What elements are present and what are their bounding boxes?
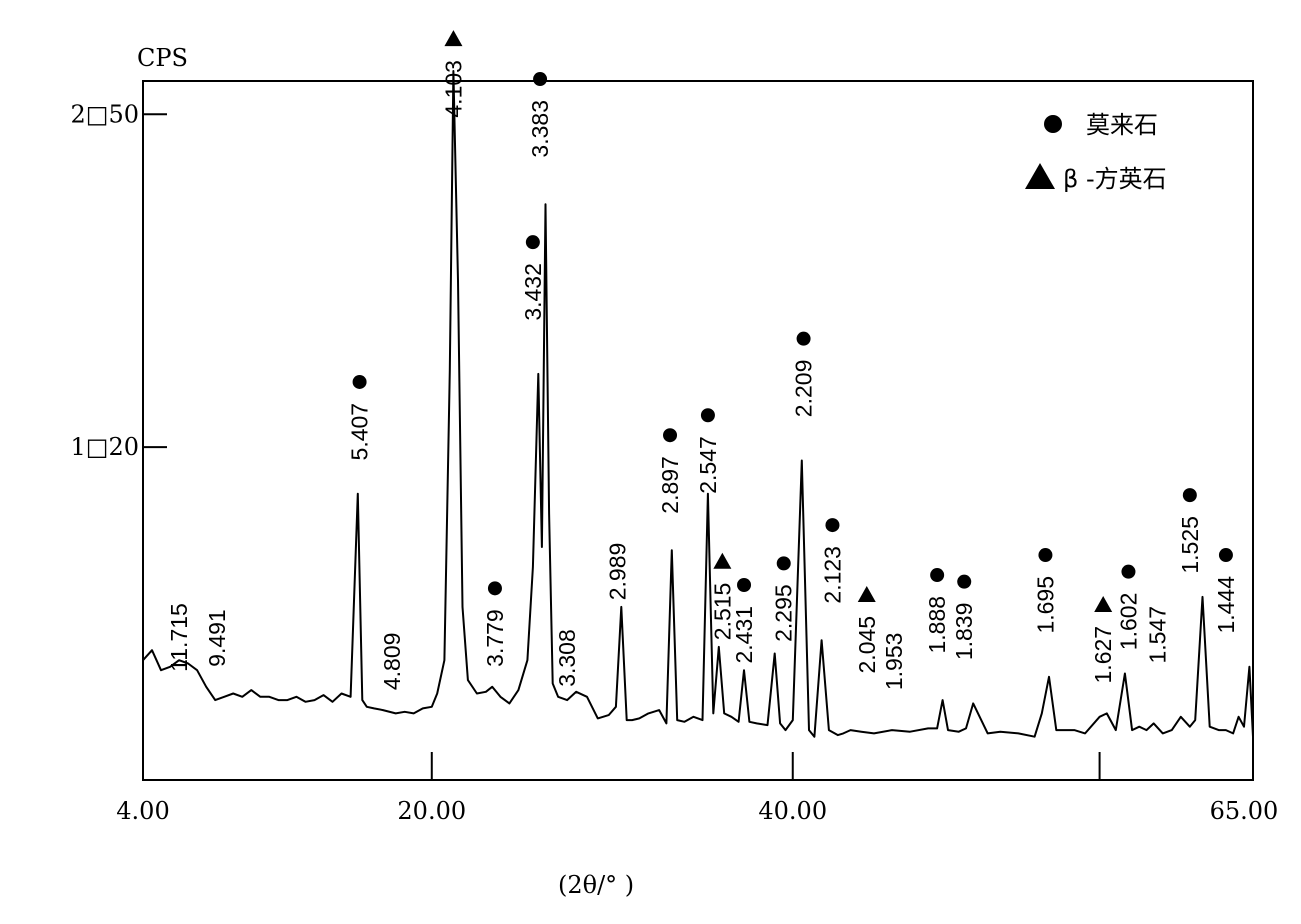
peak-label: 3.383 — [527, 100, 553, 158]
mullite-circle-marker — [487, 581, 502, 596]
mullite-circle-marker — [957, 574, 972, 589]
peak-label: 2.431 — [731, 606, 757, 664]
peak-label: 2.989 — [605, 543, 631, 601]
mullite-circle-marker — [663, 428, 678, 443]
mullite-circle-marker — [796, 331, 811, 346]
x-tick-label: 40.00 — [758, 797, 827, 825]
peak-label: 11.715 — [166, 603, 192, 672]
mullite-circle-marker — [1038, 548, 1053, 563]
mullite-circle-marker — [1182, 488, 1197, 503]
mullite-circle-marker — [533, 72, 548, 87]
mullite-circle-marker — [700, 408, 715, 423]
x-tick-label: 4.00 — [116, 797, 169, 825]
peak-label: 4.809 — [379, 633, 405, 691]
x-tick-label: 65.00 — [1210, 797, 1279, 825]
x-tick-label: 20.00 — [397, 797, 466, 825]
peak-label: 2.045 — [854, 616, 880, 674]
peak-label: 1.525 — [1177, 516, 1203, 574]
y-axis-label: CPS — [137, 44, 188, 72]
peak-label: 1.695 — [1032, 576, 1058, 634]
peak-label: 1.547 — [1144, 606, 1170, 664]
y-tick-label: 2□50 — [71, 100, 139, 128]
peak-label: 1.839 — [951, 603, 977, 661]
peak-label: 4.103 — [440, 60, 466, 118]
annotations-group: 11.715 9.491 5.407 4.809 4.103 3.779 3.432 3.38… — [166, 30, 1239, 690]
plot-frame — [142, 80, 1254, 781]
plot-frame-group — [142, 80, 1254, 781]
mullite-circle-marker — [825, 518, 840, 533]
cristobalite-triangle-marker — [857, 585, 876, 602]
mullite-circle-marker — [1218, 548, 1233, 563]
peak-label: 3.432 — [520, 263, 546, 321]
peak-label: 2.547 — [695, 436, 721, 494]
peak-label: 1.602 — [1115, 593, 1141, 651]
mullite-circle-marker — [930, 568, 945, 583]
peak-label: 3.779 — [482, 609, 508, 667]
peak-label: 1.888 — [924, 596, 950, 654]
peak-label: 9.491 — [204, 609, 230, 667]
peak-label: 1.444 — [1213, 576, 1239, 634]
series-group — [142, 70, 1254, 738]
mullite-circle-marker — [352, 374, 367, 389]
mullite-circle-marker — [1121, 564, 1136, 579]
cristobalite-triangle-marker — [1094, 595, 1113, 612]
mullite-circle-marker — [737, 578, 752, 592]
legend-label-mullite: 莫来石 — [1086, 111, 1158, 139]
legend-label-cristobalite: β -方英石 — [1063, 165, 1167, 193]
peak-label: 3.308 — [554, 629, 580, 687]
y-tick-label: 1□20 — [71, 433, 139, 461]
peak-label: 1.627 — [1090, 626, 1116, 684]
peak-label: 5.407 — [347, 403, 373, 461]
peak-label: 2.209 — [791, 360, 817, 418]
mullite-circle-marker — [525, 235, 540, 250]
legend-triangle-marker — [1025, 163, 1055, 189]
peak-label: 1.953 — [881, 633, 907, 691]
peak-label: 2.295 — [771, 584, 797, 642]
legend-circle-marker — [1044, 115, 1062, 133]
axes-group: 2□50 1□20 4.00 20.00 40.00 65.00 — [71, 100, 1279, 825]
cristobalite-triangle-marker — [444, 30, 463, 47]
peak-label: 2.897 — [657, 456, 683, 514]
xrd-pattern-line — [142, 70, 1254, 738]
peak-label: 2.123 — [819, 546, 845, 604]
legend: 莫来石 β -方英石 — [1025, 111, 1167, 193]
cristobalite-triangle-marker — [713, 552, 732, 569]
x-axis-label: (2θ/° ) — [558, 871, 634, 899]
peak-label: 2.515 — [709, 583, 735, 641]
mullite-circle-marker — [776, 556, 791, 571]
